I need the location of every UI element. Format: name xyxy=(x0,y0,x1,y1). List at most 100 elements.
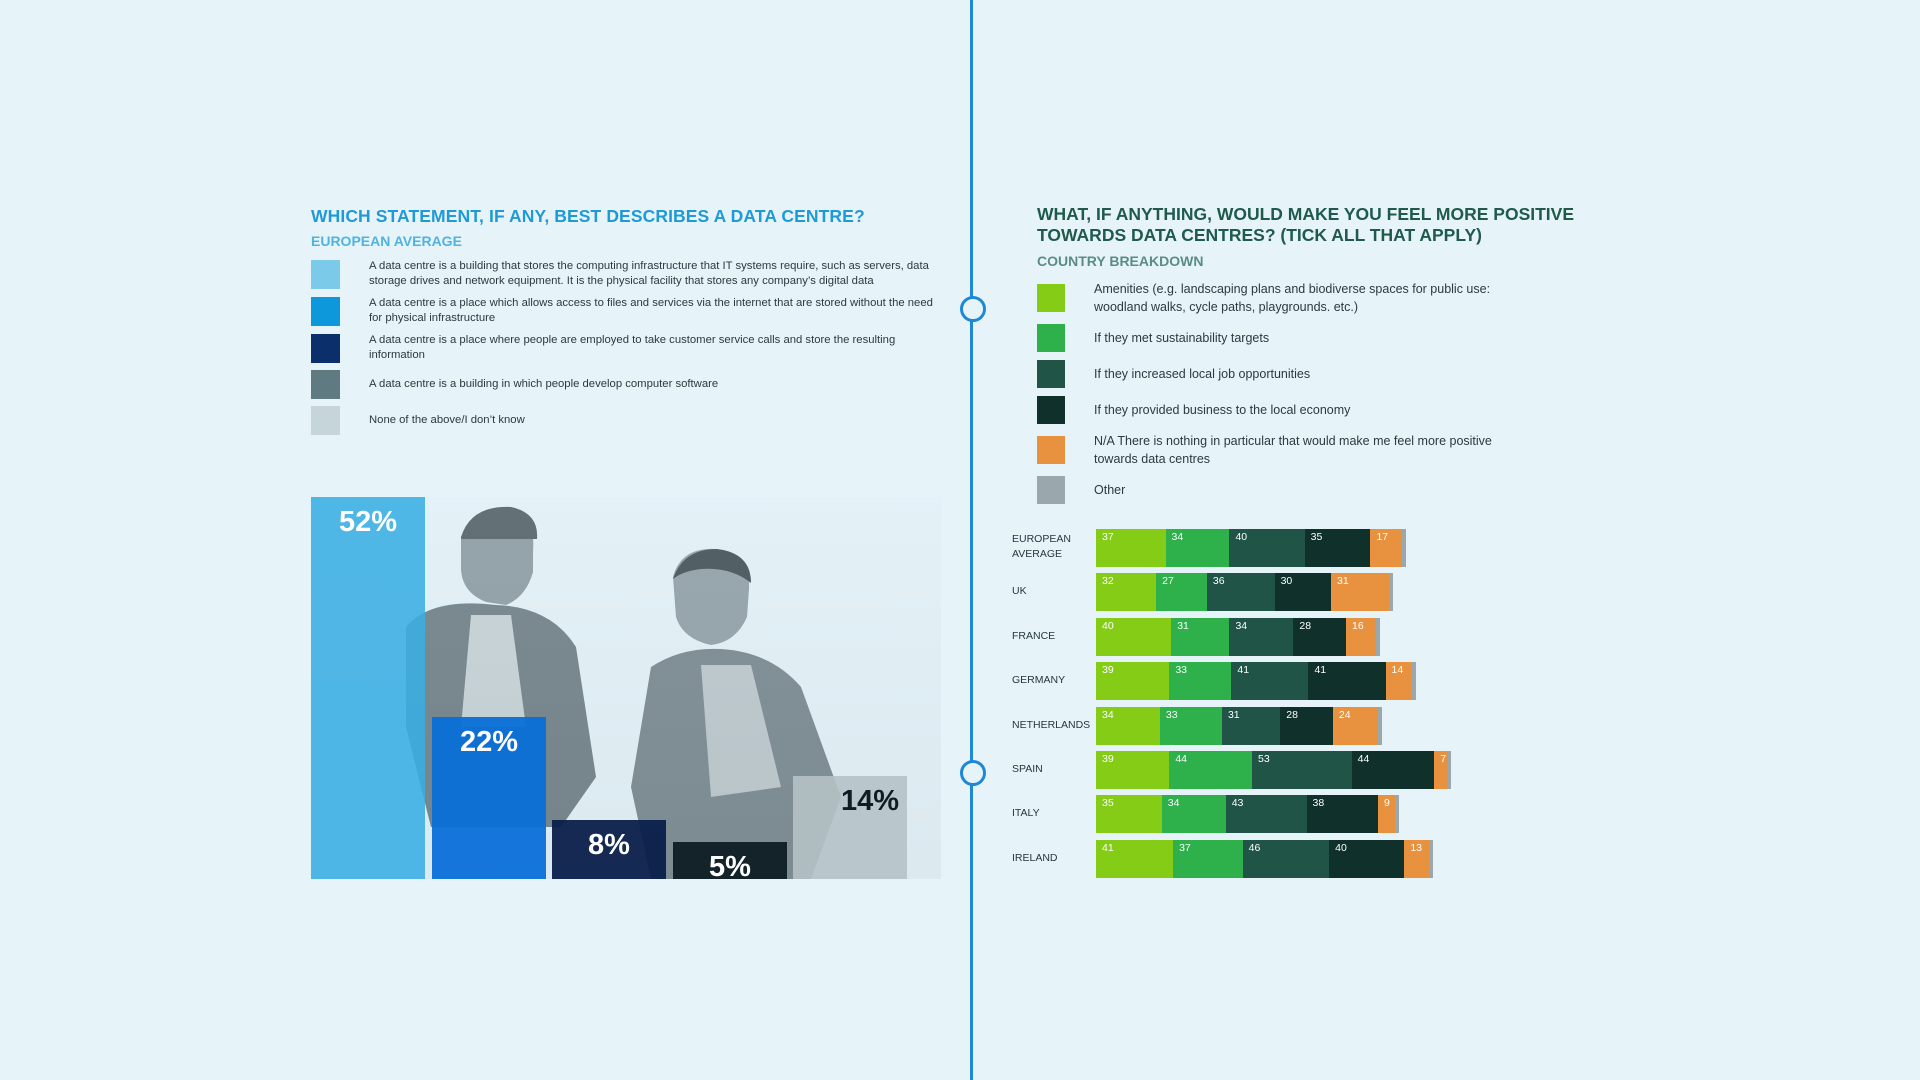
bar-segment xyxy=(1169,662,1232,700)
bar-5 xyxy=(793,776,907,879)
segment-label: 35 xyxy=(1310,531,1323,543)
bar-segment xyxy=(1434,751,1448,789)
row-label-line: ITALY xyxy=(1012,807,1040,819)
legend-text: A data centre is a building that stores … xyxy=(369,260,929,287)
row-label: NETHERLANDS xyxy=(1012,718,1092,733)
segment-label: 34 xyxy=(1171,531,1184,543)
row-label-line: SPAIN xyxy=(1012,763,1043,775)
bar-segment xyxy=(1096,751,1170,789)
legend-item: Other xyxy=(1037,476,1597,504)
divider-node-top xyxy=(960,296,986,322)
legend-text: If they increased local job opportunitie… xyxy=(1094,367,1311,381)
bar-segment xyxy=(1171,618,1230,656)
segment-label: 16 xyxy=(1352,620,1364,632)
bar-segment xyxy=(1351,751,1435,789)
segment-label: 27 xyxy=(1162,575,1174,587)
bar-segment xyxy=(1332,707,1378,745)
row-label: SPAIN xyxy=(1012,762,1092,777)
bar-segment xyxy=(1096,795,1162,833)
legend-text: A data centre is a place which allows ac… xyxy=(369,297,933,324)
bar-segment xyxy=(1096,840,1174,878)
bar-label-5: 14% xyxy=(841,785,899,817)
bar-segment xyxy=(1308,662,1386,700)
left-bar-chart: 52% 22% 8% 5% 14% xyxy=(311,497,941,879)
bar-segment xyxy=(1447,751,1452,789)
bar-segment xyxy=(1096,618,1172,656)
bar-segment xyxy=(1096,529,1166,567)
segment-label: 13 xyxy=(1410,842,1422,854)
segment-label: 32 xyxy=(1102,575,1114,587)
bar-segment xyxy=(1165,529,1230,567)
bar-segment xyxy=(1404,840,1429,878)
bar-segment xyxy=(1096,662,1170,700)
right-title-line2: TOWARDS DATA CENTRES? (TICK ALL THAT APP… xyxy=(1037,225,1482,245)
bar-segment xyxy=(1231,662,1309,700)
legend-item: A data centre is a building in which peo… xyxy=(311,370,951,399)
bar-label-3: 8% xyxy=(588,829,630,861)
segment-label: 24 xyxy=(1338,709,1351,721)
segment-label: 53 xyxy=(1258,753,1270,765)
bar-segment xyxy=(1096,573,1157,611)
row-label-line: EUROPEAN xyxy=(1012,533,1071,545)
segment-label: 44 xyxy=(1357,753,1370,765)
legend-item: None of the above/I don’t know xyxy=(311,406,951,435)
row-label: ITALY xyxy=(1012,806,1092,821)
legend-text: A data centre is a building in which peo… xyxy=(369,378,719,390)
segment-label: 9 xyxy=(1384,797,1390,809)
bar-segment xyxy=(1394,795,1399,833)
segment-label: 33 xyxy=(1175,664,1187,676)
bar-segment xyxy=(1304,529,1371,567)
legend-item: A data centre is a building that stores … xyxy=(311,259,951,289)
row-label-line: UK xyxy=(1012,585,1027,597)
bar-segment xyxy=(1346,618,1377,656)
bar-label-2: 22% xyxy=(460,726,518,758)
segment-label: 38 xyxy=(1312,797,1325,809)
bar-segment xyxy=(1411,662,1416,700)
bar-segment xyxy=(1306,795,1378,833)
bar-segment xyxy=(1221,707,1281,745)
bar-segment xyxy=(1169,751,1253,789)
bar-segment xyxy=(1378,795,1395,833)
bar-segment xyxy=(1161,795,1226,833)
left-panel: WHICH STATEMENT, IF ANY, BEST DESCRIBES … xyxy=(311,206,951,442)
bar-segment xyxy=(1428,840,1433,878)
segment-label: 34 xyxy=(1235,620,1248,632)
segment-label: 31 xyxy=(1227,709,1240,721)
legend-item: If they met sustainability targets xyxy=(1037,324,1597,352)
legend-swatch xyxy=(1037,476,1065,504)
legend-text: N/A There is nothing in particular that … xyxy=(1094,434,1492,466)
segment-label: 30 xyxy=(1280,575,1293,587)
segment-label: 28 xyxy=(1299,620,1312,632)
bar-segment xyxy=(1274,573,1331,611)
segment-label: 46 xyxy=(1248,842,1261,854)
segment-label: 39 xyxy=(1102,753,1114,765)
right-title-line1: WHAT, IF ANYTHING, WOULD MAKE YOU FEEL M… xyxy=(1037,204,1575,224)
legend-item: N/A There is nothing in particular that … xyxy=(1037,432,1597,468)
segment-label: 7 xyxy=(1440,753,1447,765)
right-title: WHAT, IF ANYTHING, WOULD MAKE YOU FEEL M… xyxy=(1037,204,1597,246)
center-divider xyxy=(970,0,973,1080)
left-subtitle: EUROPEAN AVERAGE xyxy=(311,233,462,249)
segment-label: 31 xyxy=(1337,575,1349,587)
bar-segment xyxy=(1242,840,1330,878)
bar-2 xyxy=(432,717,546,879)
bar-segment xyxy=(1159,707,1222,745)
legend-swatch xyxy=(1037,396,1065,424)
bar-segment xyxy=(1173,840,1243,878)
segment-label: 28 xyxy=(1286,709,1298,721)
legend-swatch xyxy=(311,370,340,399)
legend-swatch xyxy=(1037,436,1065,464)
legend-swatch xyxy=(311,259,340,289)
segment-label: 34 xyxy=(1102,709,1114,721)
segment-label: 34 xyxy=(1167,797,1180,809)
segment-label: 40 xyxy=(1235,531,1248,543)
legend-swatch xyxy=(311,406,340,435)
segment-label: 14 xyxy=(1391,664,1404,676)
legend-swatch xyxy=(311,296,340,326)
segment-label: 35 xyxy=(1102,797,1114,809)
row-label: GERMANY xyxy=(1012,673,1092,688)
left-bars-layer: 52% 22% 8% 5% 14% xyxy=(311,497,907,879)
bar-1 xyxy=(311,497,425,879)
left-title: WHICH STATEMENT, IF ANY, BEST DESCRIBES … xyxy=(311,206,865,226)
row-label-line: AVERAGE xyxy=(1012,548,1062,560)
